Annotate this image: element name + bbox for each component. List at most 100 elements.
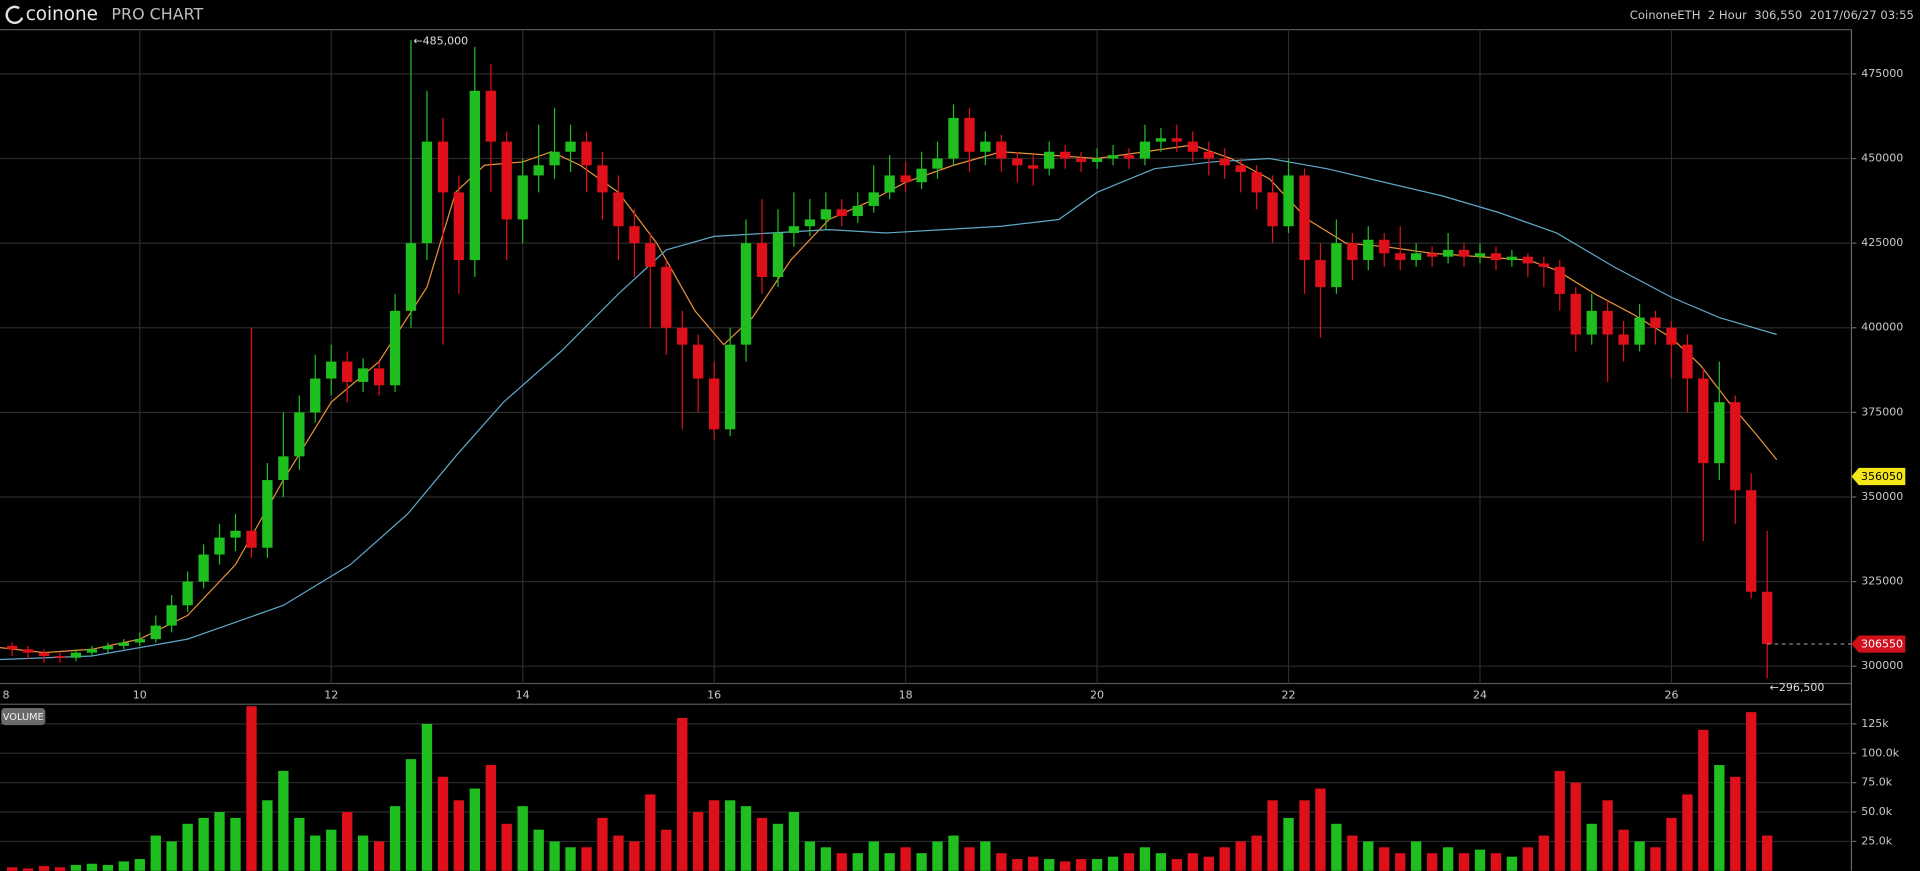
candle-body — [1650, 317, 1661, 328]
logo-text: coinone — [26, 4, 98, 25]
volume-bar — [948, 835, 959, 871]
candle-body — [485, 90, 496, 142]
volume-bar — [1602, 800, 1613, 871]
candle-body — [1522, 256, 1534, 264]
volume-bar — [1410, 841, 1422, 871]
candle-body — [278, 456, 289, 481]
candle-body — [740, 243, 752, 345]
candle-body — [1538, 263, 1550, 267]
candle-body — [884, 175, 895, 193]
candle-body — [150, 625, 161, 640]
volume-bar — [1666, 817, 1677, 871]
candle-body — [1171, 138, 1182, 142]
y-tick-label: 25.0k — [1861, 834, 1893, 847]
volume-bar — [262, 800, 273, 871]
candle-body — [70, 652, 82, 658]
volume-bar — [629, 841, 640, 871]
logo: coinone PRO CHART — [5, 4, 203, 25]
volume-bar — [38, 866, 50, 871]
volume-bar — [357, 835, 369, 871]
volume-bar — [453, 800, 465, 871]
volume-bar — [996, 853, 1007, 871]
volume-bar — [1075, 859, 1087, 871]
volume-bar — [6, 867, 18, 871]
candle-body — [1762, 591, 1773, 645]
volume-bar — [1235, 841, 1246, 871]
volume-bar — [613, 835, 624, 871]
candle-body — [661, 266, 672, 328]
volume-bar — [1762, 835, 1773, 871]
candle-body — [549, 151, 560, 166]
candle-body — [469, 90, 480, 261]
volume-bar — [852, 853, 863, 871]
volume-bar — [1650, 847, 1661, 871]
x-tick-label: 22 — [1282, 689, 1296, 702]
volume-bar — [1283, 817, 1294, 871]
volume-bar — [1012, 859, 1023, 871]
volume-bar — [1028, 856, 1039, 871]
y-tick-label: 400000 — [1861, 321, 1903, 334]
volume-bar — [1187, 853, 1198, 871]
candle-body — [708, 378, 720, 430]
volume-bar — [405, 759, 417, 871]
volume-bar — [1267, 800, 1278, 871]
volume-bar — [1395, 853, 1406, 871]
volume-bar — [1347, 835, 1358, 871]
candle-body — [1123, 155, 1135, 159]
volume-bar — [421, 723, 433, 871]
volume-bar — [836, 853, 847, 871]
y-tick-label: 50.0k — [1861, 805, 1893, 818]
volume-bar — [102, 864, 114, 871]
volume-bar — [1299, 800, 1310, 871]
volume-bar — [1331, 823, 1342, 871]
y-tick-label: 325000 — [1861, 575, 1903, 588]
candle-body — [1379, 239, 1390, 254]
volume-bar — [533, 829, 544, 871]
volume-bar — [70, 864, 82, 871]
candle-body — [1618, 334, 1629, 345]
volume-bar — [692, 812, 704, 871]
x-tick-label: 24 — [1473, 689, 1487, 702]
candle-body — [1251, 172, 1262, 193]
price-tag-label: 356050 — [1861, 470, 1903, 483]
candle-body — [230, 530, 241, 538]
volume-bar — [804, 841, 816, 871]
candle-body — [38, 652, 50, 657]
symbol-info: CoinoneETH 2 Hour 306,550 2017/06/27 03:55 — [1630, 7, 1914, 21]
candle-body — [1235, 165, 1246, 173]
volume-bar — [1363, 841, 1374, 871]
volume-bar — [1538, 835, 1550, 871]
candle-body — [1666, 327, 1677, 345]
y-tick-label: 375000 — [1861, 405, 1903, 418]
candle-body — [1107, 155, 1119, 159]
volume-bar — [230, 817, 241, 871]
candle-body — [501, 141, 512, 220]
volume-bar — [1698, 729, 1709, 871]
candle-body — [262, 480, 273, 548]
candle-body — [1044, 151, 1055, 169]
candle-body — [1187, 141, 1198, 152]
volume-bar — [437, 776, 449, 871]
volume-bar — [310, 835, 321, 871]
volume-bar — [724, 800, 736, 871]
volume-bar — [581, 847, 592, 871]
volume-bar — [1570, 782, 1581, 871]
candle-body — [1698, 378, 1709, 464]
candle-body — [437, 141, 449, 193]
candle-body — [916, 168, 927, 183]
logo-icon — [5, 5, 24, 25]
y-tick-label: 300000 — [1861, 659, 1903, 672]
volume-bar — [150, 835, 161, 871]
candle-body — [22, 649, 34, 653]
timestamp: 2017/06/27 03:55 — [1810, 7, 1914, 21]
candle-body — [1091, 158, 1103, 162]
y-tick-label: 100.0k — [1861, 746, 1900, 759]
candle-body — [613, 192, 624, 227]
volume-bar — [661, 829, 672, 871]
candle-body — [836, 209, 847, 217]
candle-body — [517, 175, 528, 220]
volume-bar — [246, 706, 257, 871]
volume-bar — [1586, 823, 1597, 871]
candle-body — [565, 141, 576, 152]
marks — [0, 40, 1906, 871]
